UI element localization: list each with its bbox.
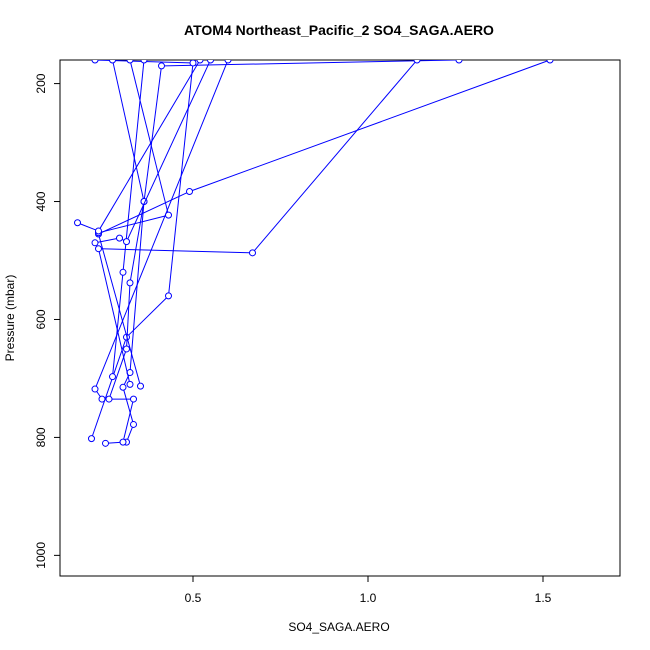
data-point: [123, 238, 130, 246]
line-segment: [127, 427, 133, 440]
line-segment: [112, 275, 124, 374]
chart-title: ATOM4 Northeast_Pacific_2 SO4_SAGA.AERO: [184, 22, 494, 38]
data-point: [109, 373, 116, 381]
data-point: [105, 395, 113, 403]
line-segment: [92, 339, 126, 436]
plot-frame: [59, 59, 621, 577]
line-segment: [98, 251, 130, 382]
line-segment: [127, 62, 210, 240]
line-segment: [130, 204, 144, 281]
data-point: [126, 279, 134, 287]
y-axis: 200 400 600 800 1000: [34, 73, 60, 569]
line-segment: [164, 60, 457, 67]
x-axis: 0.5 1.0 1.5: [185, 576, 552, 605]
series-line: [91, 60, 214, 247]
data-point: [413, 60, 421, 64]
data-point: [91, 60, 99, 64]
data-point: [130, 420, 137, 428]
line-segment: [130, 62, 169, 213]
data-point: [91, 239, 99, 247]
x-axis-label: SO4_SAGA.AERO: [288, 620, 389, 634]
line-segment: [80, 223, 96, 231]
data-point: [189, 60, 197, 67]
data-point: [130, 395, 137, 403]
data-point: [74, 219, 81, 227]
line-segment: [168, 65, 194, 293]
y-tick-label: 1000: [34, 542, 48, 569]
data-point: [249, 249, 256, 257]
data-point: [91, 385, 99, 393]
data-point: [196, 60, 204, 64]
line-segment: [95, 62, 228, 387]
data-point: [158, 62, 165, 70]
data-point: [207, 60, 214, 64]
y-axis-label: Pressure (mbar): [3, 275, 17, 362]
data-point: [123, 345, 130, 353]
data-point: [137, 382, 144, 390]
series-line: [95, 60, 554, 390]
data-point: [186, 188, 193, 196]
data-point: [546, 60, 554, 64]
data-point: [140, 60, 148, 64]
data-point: [119, 383, 127, 391]
line-segment: [192, 60, 548, 191]
data-point: [88, 435, 95, 443]
data-point: [165, 211, 172, 219]
series-layer: [74, 60, 554, 447]
y-tick-label: 800: [34, 427, 48, 447]
data-point: [119, 268, 127, 276]
line-segment: [101, 192, 187, 234]
line-segment: [96, 391, 101, 397]
series-line: [95, 60, 172, 237]
line-segment: [108, 441, 121, 444]
line-segment: [122, 62, 145, 270]
data-point: [116, 234, 123, 242]
line-segment: [123, 401, 134, 440]
data-point: [455, 60, 463, 64]
line-segment: [123, 390, 134, 422]
line-segment: [101, 248, 250, 254]
line-segment: [143, 68, 162, 199]
series-line: [109, 60, 148, 381]
line-segment: [101, 215, 166, 233]
data-point: [95, 245, 102, 253]
line-segment: [112, 62, 144, 199]
x-tick-label: 1.0: [360, 591, 377, 605]
line-segment: [97, 238, 117, 243]
data-point: [102, 439, 109, 447]
series-line: [74, 60, 204, 235]
data-point: [165, 292, 172, 300]
line-segment: [99, 62, 199, 229]
data-point: [95, 227, 102, 235]
data-point: [109, 60, 116, 64]
y-tick-label: 400: [34, 191, 48, 211]
line-segment: [109, 351, 126, 397]
data-point: [126, 380, 134, 388]
line-segment: [128, 297, 167, 336]
data-point: [119, 438, 127, 446]
x-tick-label: 0.5: [185, 591, 202, 605]
data-point: [126, 60, 134, 64]
line-segment: [254, 61, 416, 251]
series-line: [95, 60, 421, 388]
data-point: [224, 60, 232, 64]
line-segment: [126, 285, 131, 346]
y-tick-label: 200: [34, 73, 48, 93]
x-tick-label: 1.5: [535, 591, 552, 605]
y-tick-label: 600: [34, 309, 48, 329]
line-segment: [129, 204, 145, 370]
series-line: [119, 60, 463, 446]
